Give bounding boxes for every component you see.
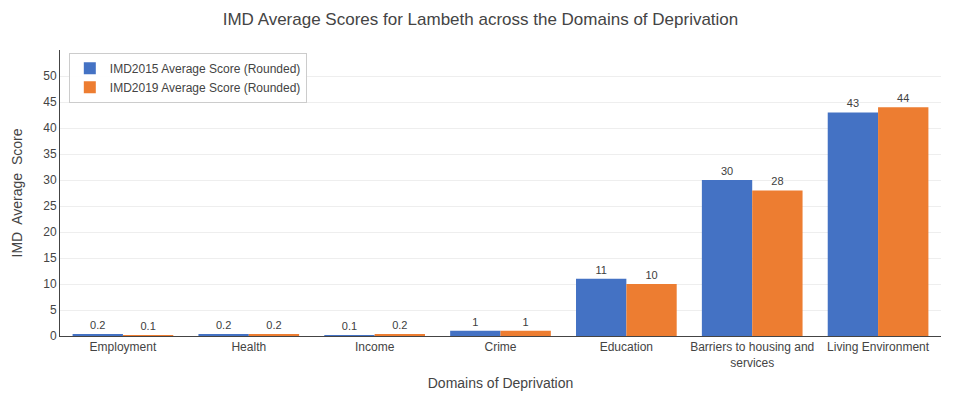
svg-text:Education: Education [600, 340, 653, 354]
svg-text:0.2: 0.2 [90, 319, 105, 331]
svg-text:40: 40 [43, 121, 57, 135]
svg-text:IMD2019 Average Score (Rounded: IMD2019 Average Score (Rounded) [110, 81, 301, 95]
svg-text:Living Environment: Living Environment [827, 340, 930, 354]
svg-text:30: 30 [721, 165, 733, 177]
svg-text:50: 50 [43, 69, 57, 83]
svg-text:0.2: 0.2 [392, 319, 407, 331]
svg-text:0.2: 0.2 [216, 319, 231, 331]
svg-text:IMD Average Score: IMD Average Score [9, 128, 25, 257]
svg-text:45: 45 [43, 95, 57, 109]
svg-text:1: 1 [523, 316, 529, 328]
svg-text:10: 10 [645, 269, 657, 281]
svg-text:20: 20 [43, 225, 57, 239]
svg-text:0: 0 [50, 329, 57, 343]
svg-text:5: 5 [50, 303, 57, 317]
svg-text:Income: Income [355, 340, 395, 354]
svg-text:15: 15 [43, 251, 57, 265]
svg-text:Domains of Deprivation: Domains of Deprivation [428, 375, 574, 391]
svg-text:Employment: Employment [90, 340, 157, 354]
svg-text:43: 43 [847, 97, 859, 109]
svg-text:Crime: Crime [485, 340, 517, 354]
svg-text:IMD Average Scores for Lambeth: IMD Average Scores for Lambeth across th… [223, 10, 739, 29]
svg-text:10: 10 [43, 277, 57, 291]
svg-text:28: 28 [771, 175, 783, 187]
svg-text:25: 25 [43, 199, 57, 213]
svg-text:30: 30 [43, 173, 57, 187]
svg-text:0.2: 0.2 [266, 319, 281, 331]
svg-text:IMD2015 Average Score (Rounded: IMD2015 Average Score (Rounded) [110, 62, 301, 76]
svg-text:0.1: 0.1 [140, 320, 155, 332]
svg-text:1: 1 [472, 316, 478, 328]
svg-text:44: 44 [897, 92, 909, 104]
svg-text:Barriers to housing andservice: Barriers to housing andservices [690, 340, 814, 370]
svg-text:11: 11 [595, 264, 606, 276]
svg-text:0.1: 0.1 [342, 320, 357, 332]
svg-text:35: 35 [43, 147, 57, 161]
svg-text:Health: Health [231, 340, 266, 354]
